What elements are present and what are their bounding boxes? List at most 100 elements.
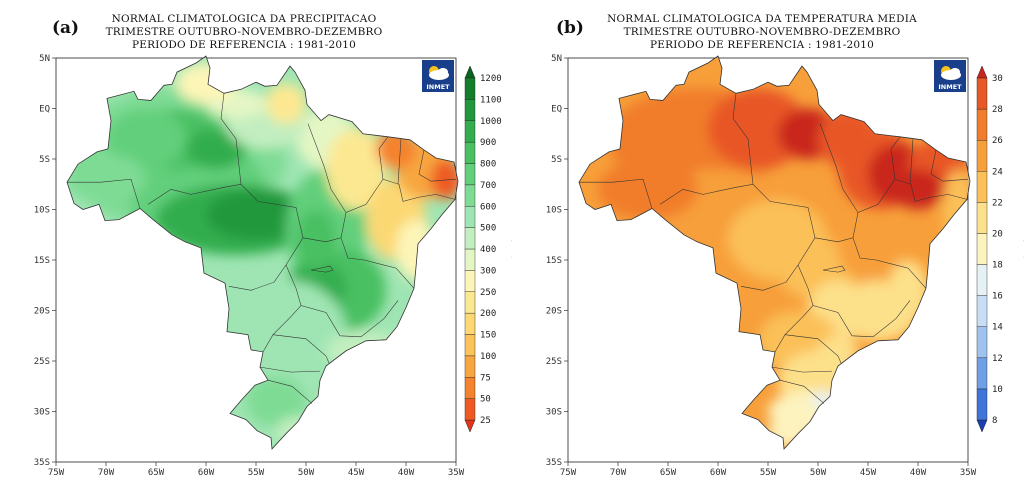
y-tick-label: EQ	[551, 105, 562, 115]
state-boundary	[272, 334, 330, 364]
y-tick-label: 5S	[551, 155, 562, 165]
temperature-map: 75W 70W 65W 60W 55W 50W 45W 40W 35W 5N EQ 5S 10S 15S 2…	[546, 54, 1024, 478]
x-tick-label: 65W	[660, 468, 677, 478]
panel-letter: (a)	[52, 18, 80, 38]
colorbar-segment	[464, 141, 476, 164]
y-tick-label: 30S	[546, 408, 562, 418]
colorbar-label: 300	[480, 266, 496, 276]
x-tick-label: 75W	[560, 468, 577, 478]
colorbar-segment	[464, 377, 476, 399]
colorbar-segment	[464, 206, 476, 228]
colorbar-label: 100	[480, 352, 496, 362]
colorbar-label: 500	[480, 224, 496, 234]
state-boundary	[659, 93, 754, 205]
x-tick-label: 55W	[248, 468, 265, 478]
x-tick-label: 40W	[910, 468, 927, 478]
colorbar-segment	[976, 77, 988, 110]
x-tick-label: 50W	[810, 468, 827, 478]
y-tick-label: 15S	[546, 256, 562, 266]
colorbar-segment	[464, 398, 476, 421]
field-region	[67, 153, 146, 205]
colorbar-segment	[976, 326, 988, 359]
x-tick-label: 35W	[448, 468, 465, 478]
x-tick-label: 60W	[710, 468, 727, 478]
field-region	[326, 128, 386, 210]
field-region	[431, 159, 458, 200]
colorbar-segment	[976, 388, 988, 421]
y-tick-label: 10S	[546, 206, 562, 216]
state-boundary	[267, 379, 313, 404]
colorbar-label: 30	[992, 74, 1003, 84]
state-boundary	[418, 149, 457, 182]
colorbar-label: 10	[992, 385, 1003, 395]
state-boundary	[894, 178, 968, 202]
colorbar-segment	[976, 108, 988, 141]
colorbar-unit: (°C)	[1022, 237, 1024, 261]
state-boundary	[930, 149, 969, 182]
y-tick-label: 5N	[39, 54, 50, 64]
field-region	[838, 219, 898, 281]
country-outline	[578, 55, 971, 450]
state-boundary	[909, 138, 914, 185]
colorbar-segment	[464, 312, 476, 335]
colorbar-segment	[464, 355, 476, 378]
field-region	[206, 189, 306, 240]
colorbar-segment	[464, 99, 476, 121]
x-tick-label: 50W	[298, 468, 315, 478]
state-boundary	[300, 300, 399, 338]
logo-text: INMET	[938, 83, 962, 91]
x-tick-label: 45W	[348, 468, 365, 478]
y-tick-label: 5S	[39, 155, 50, 165]
state-boundary	[852, 237, 927, 289]
colorbar-label: 14	[992, 323, 1003, 333]
colorbar-segment	[464, 184, 476, 207]
field-region	[186, 128, 246, 170]
inmet-logo: INMET	[422, 60, 454, 92]
colorbar-label: 22	[992, 198, 1003, 208]
panel-letter: (b)	[556, 18, 584, 38]
colorbar-segment	[976, 139, 988, 172]
field-region	[598, 159, 698, 220]
colorbar-segment	[976, 264, 988, 296]
y-tick-label: 25S	[34, 357, 50, 367]
y-tick-label: 20S	[34, 307, 50, 317]
colorbar-label: 900	[480, 138, 496, 148]
colorbar-label: 800	[480, 160, 496, 170]
colorbar-extend-high	[464, 65, 476, 79]
colorbar-label: 1100	[480, 95, 502, 105]
colorbar-label: 20	[992, 229, 1003, 239]
colorbar-label: 24	[992, 167, 1003, 177]
y-tick-label: 5N	[551, 54, 562, 64]
x-tick-label: 60W	[198, 468, 215, 478]
title-line-2: TRIMESTRE OUTUBRO-NOVEMBRO-DEZEMBRO	[623, 26, 901, 38]
colorbar-label: 1200	[480, 74, 502, 84]
colorbar-label: 200	[480, 309, 496, 319]
panel-precipitation: (a) NORMAL CLIMATOLOGICA DA PRECIPITACAO…	[34, 13, 512, 478]
colorbar-segment	[464, 120, 476, 143]
field-region	[106, 108, 186, 170]
title-line-3: PERIODO DE REFERENCIA : 1981-2010	[131, 39, 357, 51]
state-boundary	[784, 334, 842, 364]
state-boundary	[228, 184, 304, 291]
colorbar-label: 600	[480, 202, 496, 212]
colorbar-segment	[464, 270, 476, 292]
field-region	[888, 260, 928, 321]
y-tick-label: 30S	[34, 408, 50, 418]
state-boundary	[779, 379, 825, 404]
state-boundary	[382, 178, 456, 202]
colorbar: 25 50 75 100 150 200 250 300 400 500 600 700 800 900 1…	[464, 65, 512, 433]
logo-text: INMET	[426, 83, 450, 91]
map-title: NORMAL CLIMATOLOGICA DA TEMPERATURA MEDI…	[506, 13, 1018, 52]
colorbar-label: 75	[480, 373, 491, 383]
state-boundary	[67, 178, 141, 209]
title-line-2: TRIMESTRE OUTUBRO-NOVEMBRO-DEZEMBRO	[105, 26, 383, 38]
y-tick-label: 15S	[34, 256, 50, 266]
x-tick-label: 70W	[610, 468, 627, 478]
precipitation-map: 75W 70W 65W 60W 55W 50W 45W 40W 35W 5N EQ 5S 10S 15S 2…	[34, 54, 512, 478]
state-boundary	[397, 138, 402, 185]
state-boundary	[771, 366, 833, 373]
state-boundary	[822, 265, 846, 273]
state-boundary	[262, 264, 302, 353]
colorbar-label: 700	[480, 181, 496, 191]
x-tick-label: 65W	[148, 468, 165, 478]
